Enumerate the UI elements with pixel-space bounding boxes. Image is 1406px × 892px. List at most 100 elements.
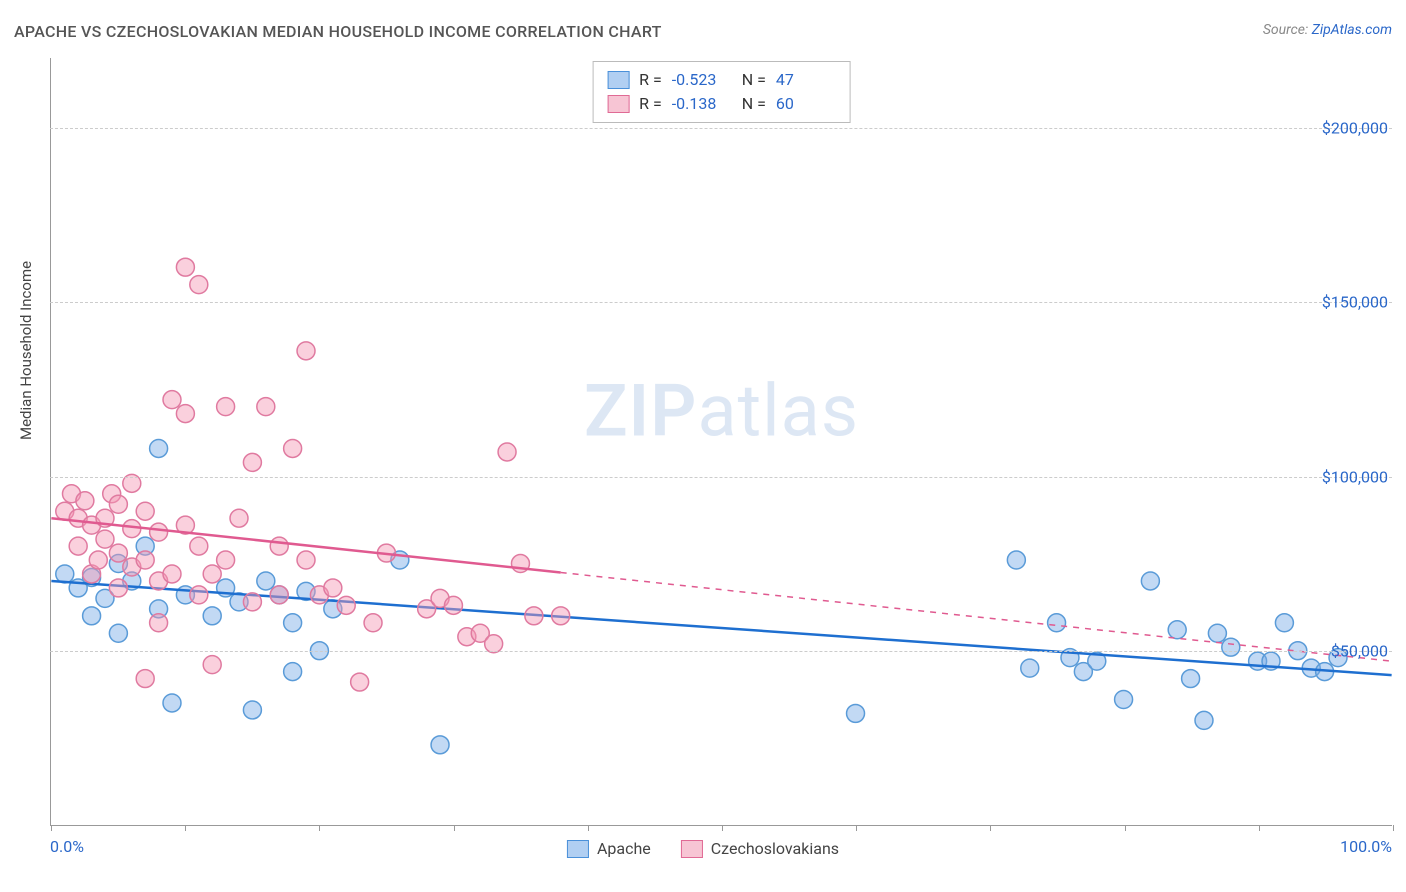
data-point bbox=[69, 509, 87, 527]
data-point bbox=[498, 443, 516, 461]
data-point bbox=[257, 398, 275, 416]
data-point bbox=[109, 579, 127, 597]
data-point bbox=[109, 624, 127, 642]
data-point bbox=[190, 586, 208, 604]
data-point bbox=[163, 391, 181, 409]
data-point bbox=[96, 589, 114, 607]
data-point bbox=[284, 439, 302, 457]
correlation-row-apache: R = -0.523 N = 47 bbox=[607, 68, 836, 92]
data-point bbox=[69, 537, 87, 555]
x-tick bbox=[319, 825, 320, 831]
data-point bbox=[203, 607, 221, 625]
data-point bbox=[203, 656, 221, 674]
data-point bbox=[62, 485, 80, 503]
data-point bbox=[176, 258, 194, 276]
r-label: R = bbox=[639, 92, 662, 116]
legend-item-apache: Apache bbox=[567, 839, 651, 858]
data-point bbox=[297, 582, 315, 600]
x-tick bbox=[990, 825, 991, 831]
data-point bbox=[123, 558, 141, 576]
data-point bbox=[109, 555, 127, 573]
x-tick bbox=[722, 825, 723, 831]
data-point bbox=[284, 614, 302, 632]
data-point bbox=[83, 565, 101, 583]
data-point bbox=[150, 600, 168, 618]
chart-svg bbox=[51, 58, 1392, 825]
n-value: 60 bbox=[776, 92, 836, 116]
data-point bbox=[257, 572, 275, 590]
data-point bbox=[217, 579, 235, 597]
correlation-row-czech: R = -0.138 N = 60 bbox=[607, 92, 836, 116]
data-point bbox=[471, 624, 489, 642]
source-label: Source: bbox=[1263, 22, 1308, 38]
data-point bbox=[1249, 652, 1267, 670]
data-point bbox=[1088, 652, 1106, 670]
data-point bbox=[1168, 621, 1186, 639]
data-point bbox=[1302, 659, 1320, 677]
data-point bbox=[337, 596, 355, 614]
data-point bbox=[163, 694, 181, 712]
data-point bbox=[351, 673, 369, 691]
data-point bbox=[297, 551, 315, 569]
data-point bbox=[150, 523, 168, 541]
data-point bbox=[270, 586, 288, 604]
data-point bbox=[176, 516, 194, 534]
data-point bbox=[1262, 652, 1280, 670]
data-point bbox=[1182, 670, 1200, 688]
data-point bbox=[364, 614, 382, 632]
data-point bbox=[324, 600, 342, 618]
swatch-icon bbox=[607, 95, 629, 113]
data-point bbox=[123, 520, 141, 538]
data-point bbox=[847, 704, 865, 722]
data-point bbox=[76, 492, 94, 510]
data-point bbox=[1222, 638, 1240, 656]
correlation-legend: R = -0.523 N = 47 R = -0.138 N = 60 bbox=[592, 61, 851, 123]
data-point bbox=[1074, 663, 1092, 681]
y-tick-label: $100,000 bbox=[1322, 467, 1388, 486]
x-tick bbox=[588, 825, 589, 831]
data-point bbox=[230, 509, 248, 527]
data-point bbox=[163, 565, 181, 583]
data-point bbox=[150, 439, 168, 457]
trend-line bbox=[51, 581, 1391, 675]
source-credit: Source: ZipAtlas.com bbox=[1263, 22, 1392, 38]
gridline bbox=[50, 477, 1392, 478]
gridline bbox=[50, 651, 1392, 652]
data-point bbox=[431, 589, 449, 607]
data-point bbox=[176, 586, 194, 604]
data-point bbox=[150, 614, 168, 632]
y-tick-label: $50,000 bbox=[1331, 642, 1388, 661]
data-point bbox=[203, 565, 221, 583]
gridline bbox=[50, 302, 1392, 303]
data-point bbox=[243, 593, 261, 611]
chart-title: APACHE VS CZECHOSLOVAKIAN MEDIAN HOUSEHO… bbox=[14, 22, 662, 41]
x-tick bbox=[51, 825, 52, 831]
x-tick bbox=[454, 825, 455, 831]
data-point bbox=[217, 398, 235, 416]
x-tick bbox=[1259, 825, 1260, 831]
data-point bbox=[324, 579, 342, 597]
x-tick bbox=[1393, 825, 1394, 831]
data-point bbox=[96, 509, 114, 527]
data-point bbox=[83, 568, 101, 586]
data-point bbox=[511, 555, 529, 573]
data-point bbox=[1141, 572, 1159, 590]
y-tick-label: $150,000 bbox=[1322, 293, 1388, 312]
data-point bbox=[1115, 691, 1133, 709]
data-point bbox=[230, 593, 248, 611]
n-label: N = bbox=[742, 92, 766, 116]
x-axis-min-label: 0.0% bbox=[50, 837, 84, 856]
data-point bbox=[176, 405, 194, 423]
data-point bbox=[190, 537, 208, 555]
data-point bbox=[136, 537, 154, 555]
data-point bbox=[297, 342, 315, 360]
data-point bbox=[458, 628, 476, 646]
data-point bbox=[310, 586, 328, 604]
r-label: R = bbox=[639, 68, 662, 92]
source-link[interactable]: ZipAtlas.com bbox=[1312, 22, 1392, 38]
x-tick bbox=[185, 825, 186, 831]
n-label: N = bbox=[742, 68, 766, 92]
data-point bbox=[284, 663, 302, 681]
data-point bbox=[525, 607, 543, 625]
data-point bbox=[270, 586, 288, 604]
